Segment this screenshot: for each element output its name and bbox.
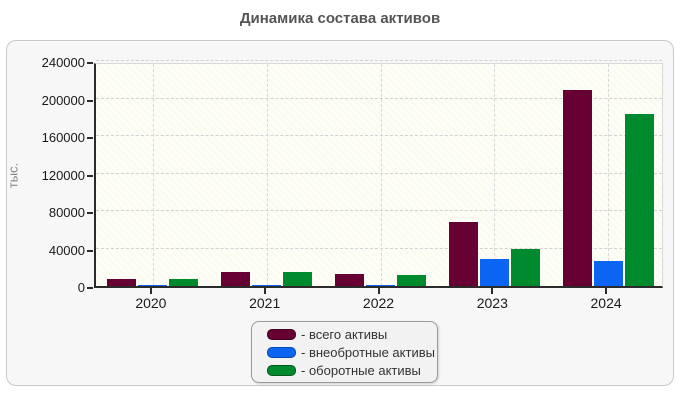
legend-item: - оборотные активы [267, 363, 437, 378]
y-tick-mark [87, 137, 93, 139]
chart-title: Динамика состава активов [239, 10, 441, 27]
horizontal-gridline [96, 210, 662, 211]
y-tick-mark [87, 99, 93, 102]
legend-swatch [267, 328, 296, 340]
y-tick-mark [87, 249, 93, 252]
y-tick-label: 80000 [48, 205, 85, 220]
bar-оборотные-активы [283, 271, 313, 286]
legend: - всего активы - внеобротные активы - обор… [251, 321, 438, 383]
legend-item: - внеобротные активы [267, 345, 437, 360]
legend-item: - всего активы [267, 327, 437, 342]
vertical-gridline [266, 64, 268, 286]
bar-внеобротные-активы [252, 284, 282, 286]
bar-всего-активы [448, 222, 478, 286]
horizontal-gridline [96, 247, 662, 249]
legend-label: - всего активы [301, 326, 388, 342]
bar-оборотные-активы [624, 114, 654, 286]
horizontal-gridline [96, 60, 662, 61]
bar-внеобротные-активы [138, 284, 168, 286]
y-tick-label: 40000 [48, 242, 85, 258]
y-tick-label: 160000 [41, 130, 85, 145]
x-tick-mark [605, 288, 608, 294]
y-axis-tick-labels: 0 40000 80000 120000 160000 200000 240000 [7, 55, 93, 295]
x-tick-label: 2023 [476, 295, 508, 311]
bar-внеобротные-активы [366, 284, 395, 286]
x-tick-mark [149, 288, 152, 294]
legend-label: - оборотные активы [301, 362, 421, 378]
x-tick-mark [377, 288, 380, 294]
bar-внеобротные-активы [479, 258, 509, 286]
y-tick-label: 200000 [41, 92, 85, 108]
bar-внеобротные-активы [593, 261, 623, 286]
horizontal-gridline [96, 172, 662, 174]
y-tick-mark [87, 62, 93, 64]
bar-всего-активы [335, 274, 364, 286]
bar-всего-активы [562, 90, 592, 286]
y-tick-mark [87, 212, 93, 214]
legend-label: - внеобротные активы [301, 344, 435, 360]
x-tick-label: 2021 [249, 295, 281, 311]
y-tick-label: 0 [77, 280, 85, 295]
x-tick-label: 2020 [135, 295, 167, 311]
x-tick-label: 2022 [362, 295, 395, 311]
vertical-gridline [494, 64, 496, 286]
vertical-gridline [608, 64, 610, 286]
x-tick-mark [491, 288, 494, 294]
vertical-gridline [380, 64, 382, 286]
legend-swatch [267, 364, 296, 376]
y-tick-mark [87, 287, 93, 289]
plot-area [94, 60, 663, 288]
bar-оборотные-активы [169, 279, 199, 286]
y-tick-mark [87, 174, 93, 177]
y-tick-label: 120000 [41, 167, 85, 183]
x-tick-mark [263, 288, 266, 294]
bar-всего-активы [221, 271, 251, 286]
legend-swatch [267, 346, 296, 358]
bar-оборотные-активы [397, 274, 426, 286]
x-tick-label: 2024 [590, 295, 622, 311]
bar-оборотные-активы [510, 248, 540, 286]
vertical-gridline [152, 64, 154, 286]
y-tick-label: 240000 [41, 55, 85, 70]
horizontal-gridline [96, 97, 662, 99]
chart-panel: тыс. 0 40000 80000 120000 160000 200000 240000… [6, 40, 674, 386]
horizontal-gridline [96, 135, 662, 136]
bar-всего-активы [107, 278, 137, 286]
